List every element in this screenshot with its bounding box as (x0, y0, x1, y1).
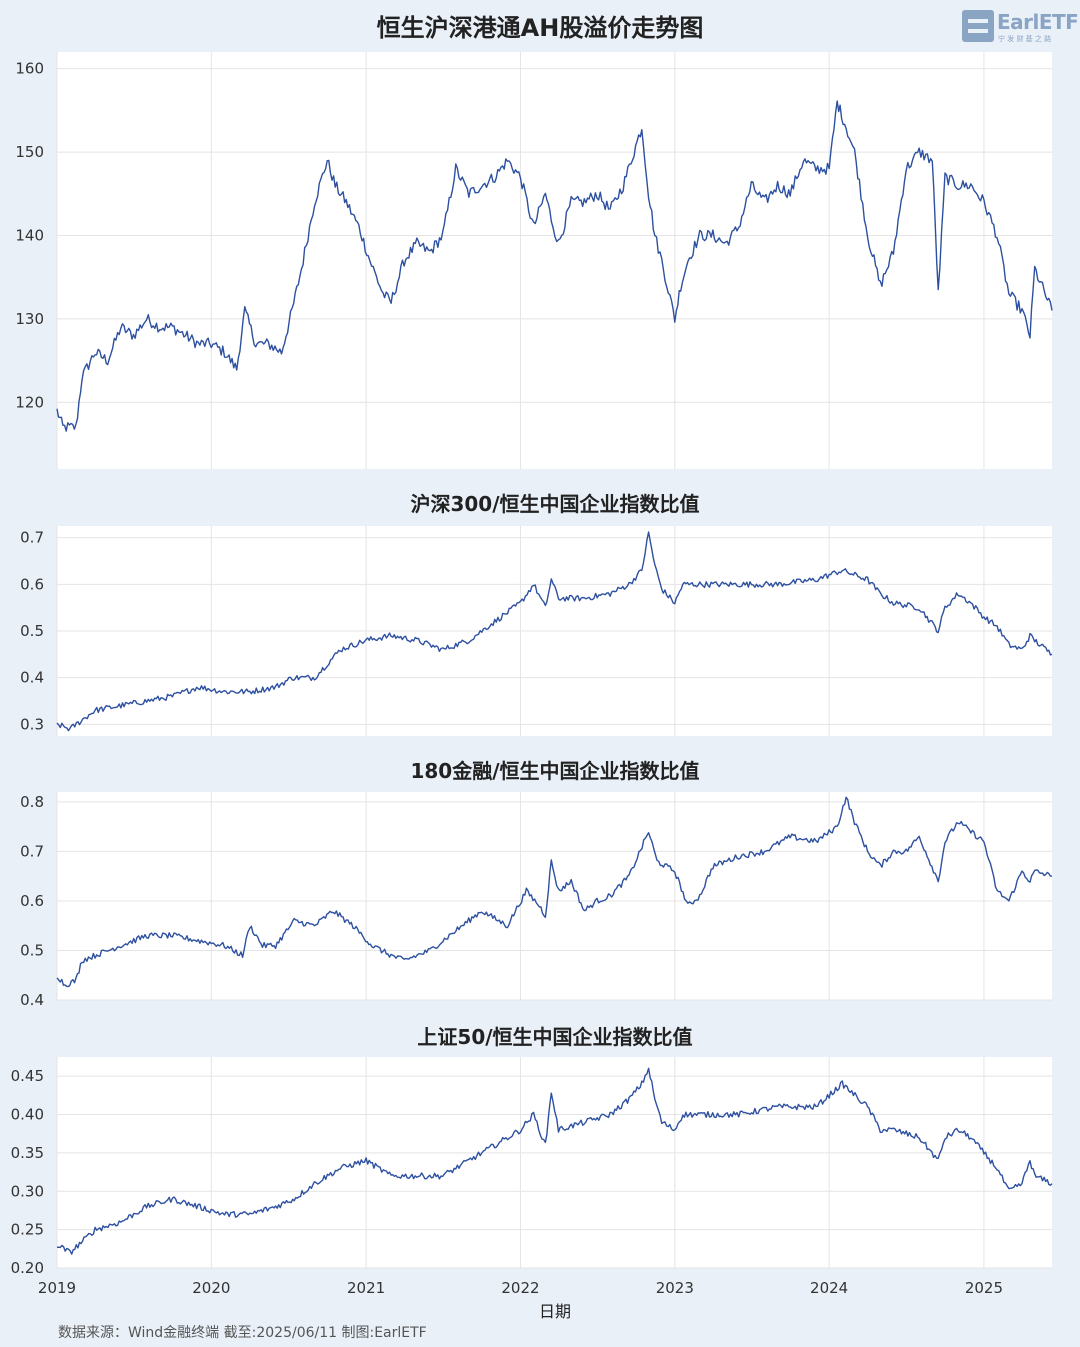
logo-text: EarlETF (997, 10, 1079, 34)
logo-mark-icon (962, 10, 994, 42)
y-tick-label: 150 (15, 143, 44, 161)
subplot-3: 0.4 0.5 0.6 0.7 0.8 (20, 792, 1053, 1009)
y-tick-label: 0.35 (11, 1144, 44, 1162)
y-tick-label: 160 (15, 60, 44, 78)
y-tick-label: 0.5 (20, 941, 44, 959)
y-tick-label: 130 (15, 310, 44, 328)
plot-area (57, 52, 1052, 469)
y-tick-label: 0.7 (20, 529, 44, 547)
chart-title: 恒生沪深港通AH股溢价走势图 (376, 14, 704, 42)
x-tick-label: 2023 (656, 1279, 694, 1297)
source-note: 数据来源：Wind金融终端 截至:2025/06/11 制图:EarlETF (58, 1325, 427, 1341)
y-tick-label: 0.4 (20, 991, 44, 1009)
x-tick-label: 2024 (810, 1279, 848, 1297)
series-line (56, 796, 1053, 988)
series-line (56, 1067, 1053, 1255)
y-tick-label: 0.25 (11, 1221, 44, 1239)
x-tick-label: 2021 (347, 1279, 385, 1297)
y-tick-label: 0.5 (20, 622, 44, 640)
plot-area (57, 792, 1052, 1000)
plot-area (57, 1057, 1052, 1268)
subplot-1: 120 130 140 150 160 (15, 52, 1053, 469)
subplot-4-title: 上证50/恒生中国企业指数比值 (417, 1025, 693, 1049)
y-tick-label: 0.6 (20, 575, 44, 593)
y-tick-label: 140 (15, 226, 44, 244)
earletf-logo: EarlETF 宁 发 财 基 之 路 (962, 8, 1079, 44)
x-axis-label: 日期 (538, 1302, 571, 1321)
logo-subtext: 宁 发 财 基 之 路 (998, 35, 1052, 43)
subplot-2-title: 沪深300/恒生中国企业指数比值 (410, 492, 700, 516)
subplot-3-title: 180金融/恒生中国企业指数比值 (410, 759, 700, 783)
subplot-4: 0.20 0.25 0.30 0.35 0.40 0.45 (11, 1057, 1053, 1277)
y-tick-label: 0.40 (11, 1106, 44, 1124)
x-tick-label: 2019 (38, 1279, 76, 1297)
y-tick-label: 0.30 (11, 1182, 44, 1200)
y-tick-label: 0.20 (11, 1259, 44, 1277)
x-tick-label: 2025 (965, 1279, 1003, 1297)
x-tick-label: 2022 (501, 1279, 539, 1297)
y-tick-label: 0.4 (20, 669, 44, 687)
y-tick-label: 120 (15, 393, 44, 411)
series-line (56, 531, 1053, 732)
y-tick-label: 0.7 (20, 842, 44, 860)
series-line (56, 100, 1053, 432)
y-tick-label: 0.6 (20, 892, 44, 910)
x-tick-label: 2020 (192, 1279, 230, 1297)
y-tick-label: 0.45 (11, 1067, 44, 1085)
y-tick-label: 0.3 (20, 715, 44, 733)
subplot-2: 0.3 0.4 0.5 0.6 0.7 (20, 526, 1053, 736)
y-tick-label: 0.8 (20, 793, 44, 811)
